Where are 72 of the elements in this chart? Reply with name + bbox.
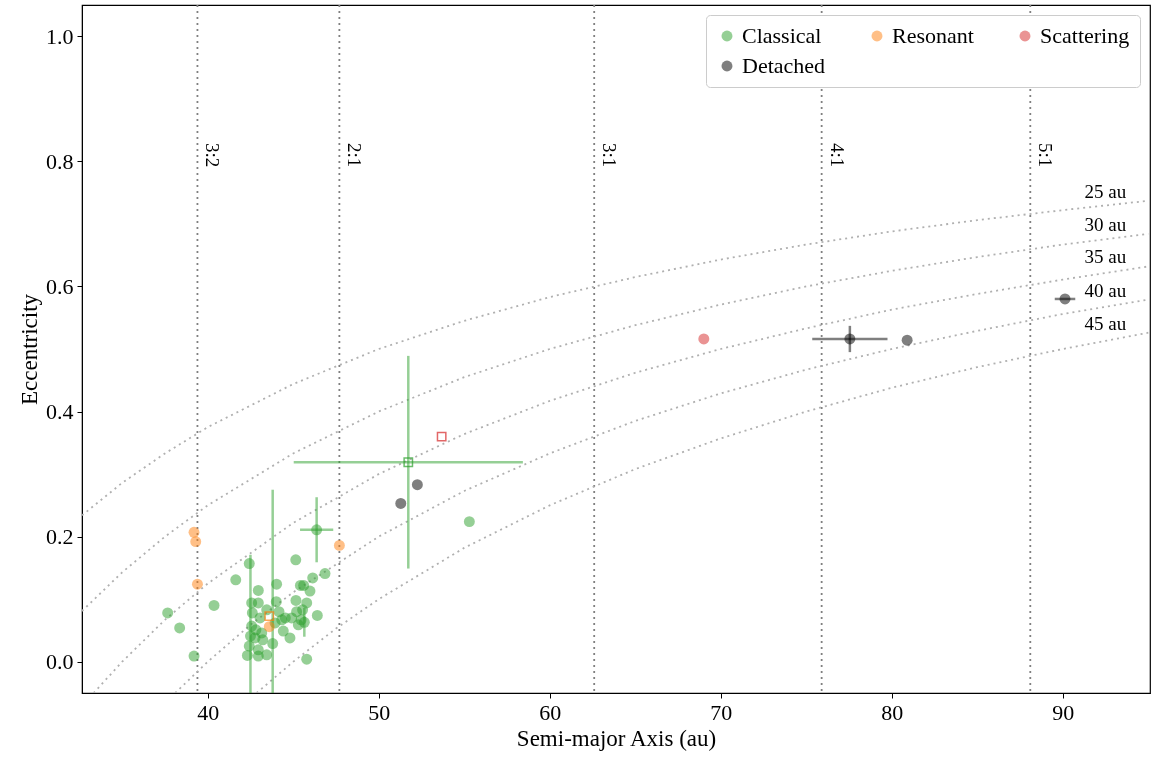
legend-label: Detached [742, 53, 826, 78]
point [271, 578, 283, 590]
point [301, 597, 313, 609]
series-label: 40 au [1084, 279, 1127, 301]
point [261, 649, 273, 661]
point [395, 498, 407, 509]
point [270, 596, 282, 608]
point [901, 334, 913, 346]
x-tick-label: 90 [1052, 699, 1075, 725]
y-tick-label: 1.0 [46, 23, 74, 49]
point [243, 640, 255, 652]
annotation: 4:1 [826, 142, 848, 168]
point [436, 431, 447, 442]
annotation: 3:1 [599, 142, 621, 168]
point [307, 572, 319, 584]
y-tick-label: 0.2 [46, 524, 74, 550]
point [319, 568, 331, 579]
x-tick-label: 80 [881, 699, 904, 725]
y-axis-title: Eccentricity [17, 293, 42, 406]
y-tick-label: 0.6 [46, 273, 74, 299]
point [188, 650, 200, 662]
annotation: 5:1 [1035, 142, 1057, 168]
point [263, 621, 275, 633]
point [250, 624, 262, 636]
point [284, 632, 296, 644]
x-axis-title: Semi-major Axis (au) [516, 725, 717, 751]
point [241, 650, 253, 661]
point [267, 638, 279, 650]
series-label: 45 au [1084, 312, 1127, 334]
point [162, 607, 174, 619]
legend-label: Scattering [1040, 23, 1130, 48]
point [252, 597, 264, 609]
legend-label: Classical [742, 23, 822, 48]
point [273, 606, 285, 618]
point [290, 594, 302, 606]
point [311, 609, 323, 621]
point [411, 479, 423, 491]
x-tick-label: 60 [539, 699, 562, 725]
point [174, 622, 186, 634]
point [333, 539, 345, 551]
point [264, 611, 275, 621]
series-label: 35 au [1084, 246, 1127, 268]
point [844, 333, 856, 345]
point [191, 578, 203, 590]
point [230, 574, 242, 586]
point [301, 653, 313, 665]
point [243, 558, 255, 569]
point [252, 584, 264, 596]
point [188, 526, 200, 538]
point [311, 524, 323, 536]
series-label: 30 au [1084, 213, 1127, 235]
point [290, 554, 302, 566]
x-tick-label: 40 [197, 699, 220, 725]
point [403, 457, 414, 468]
x-tick-label: 70 [710, 699, 733, 725]
point [208, 599, 220, 611]
point [246, 607, 258, 619]
x-tick-label: 50 [368, 699, 391, 725]
series-label: 25 au [1084, 180, 1127, 202]
y-tick-label: 0.4 [46, 399, 74, 425]
line-series [255, 331, 1150, 693]
point [190, 536, 202, 548]
annotation: 3:2 [202, 142, 224, 168]
annotation: 2:1 [344, 142, 366, 168]
y-tick-label: 0.0 [46, 649, 74, 675]
y-tick-label: 0.8 [46, 148, 74, 174]
legend-label: Resonant [892, 23, 974, 48]
point [1059, 293, 1071, 305]
point [463, 516, 475, 528]
point [277, 625, 289, 637]
point [298, 579, 310, 591]
point [698, 333, 710, 345]
